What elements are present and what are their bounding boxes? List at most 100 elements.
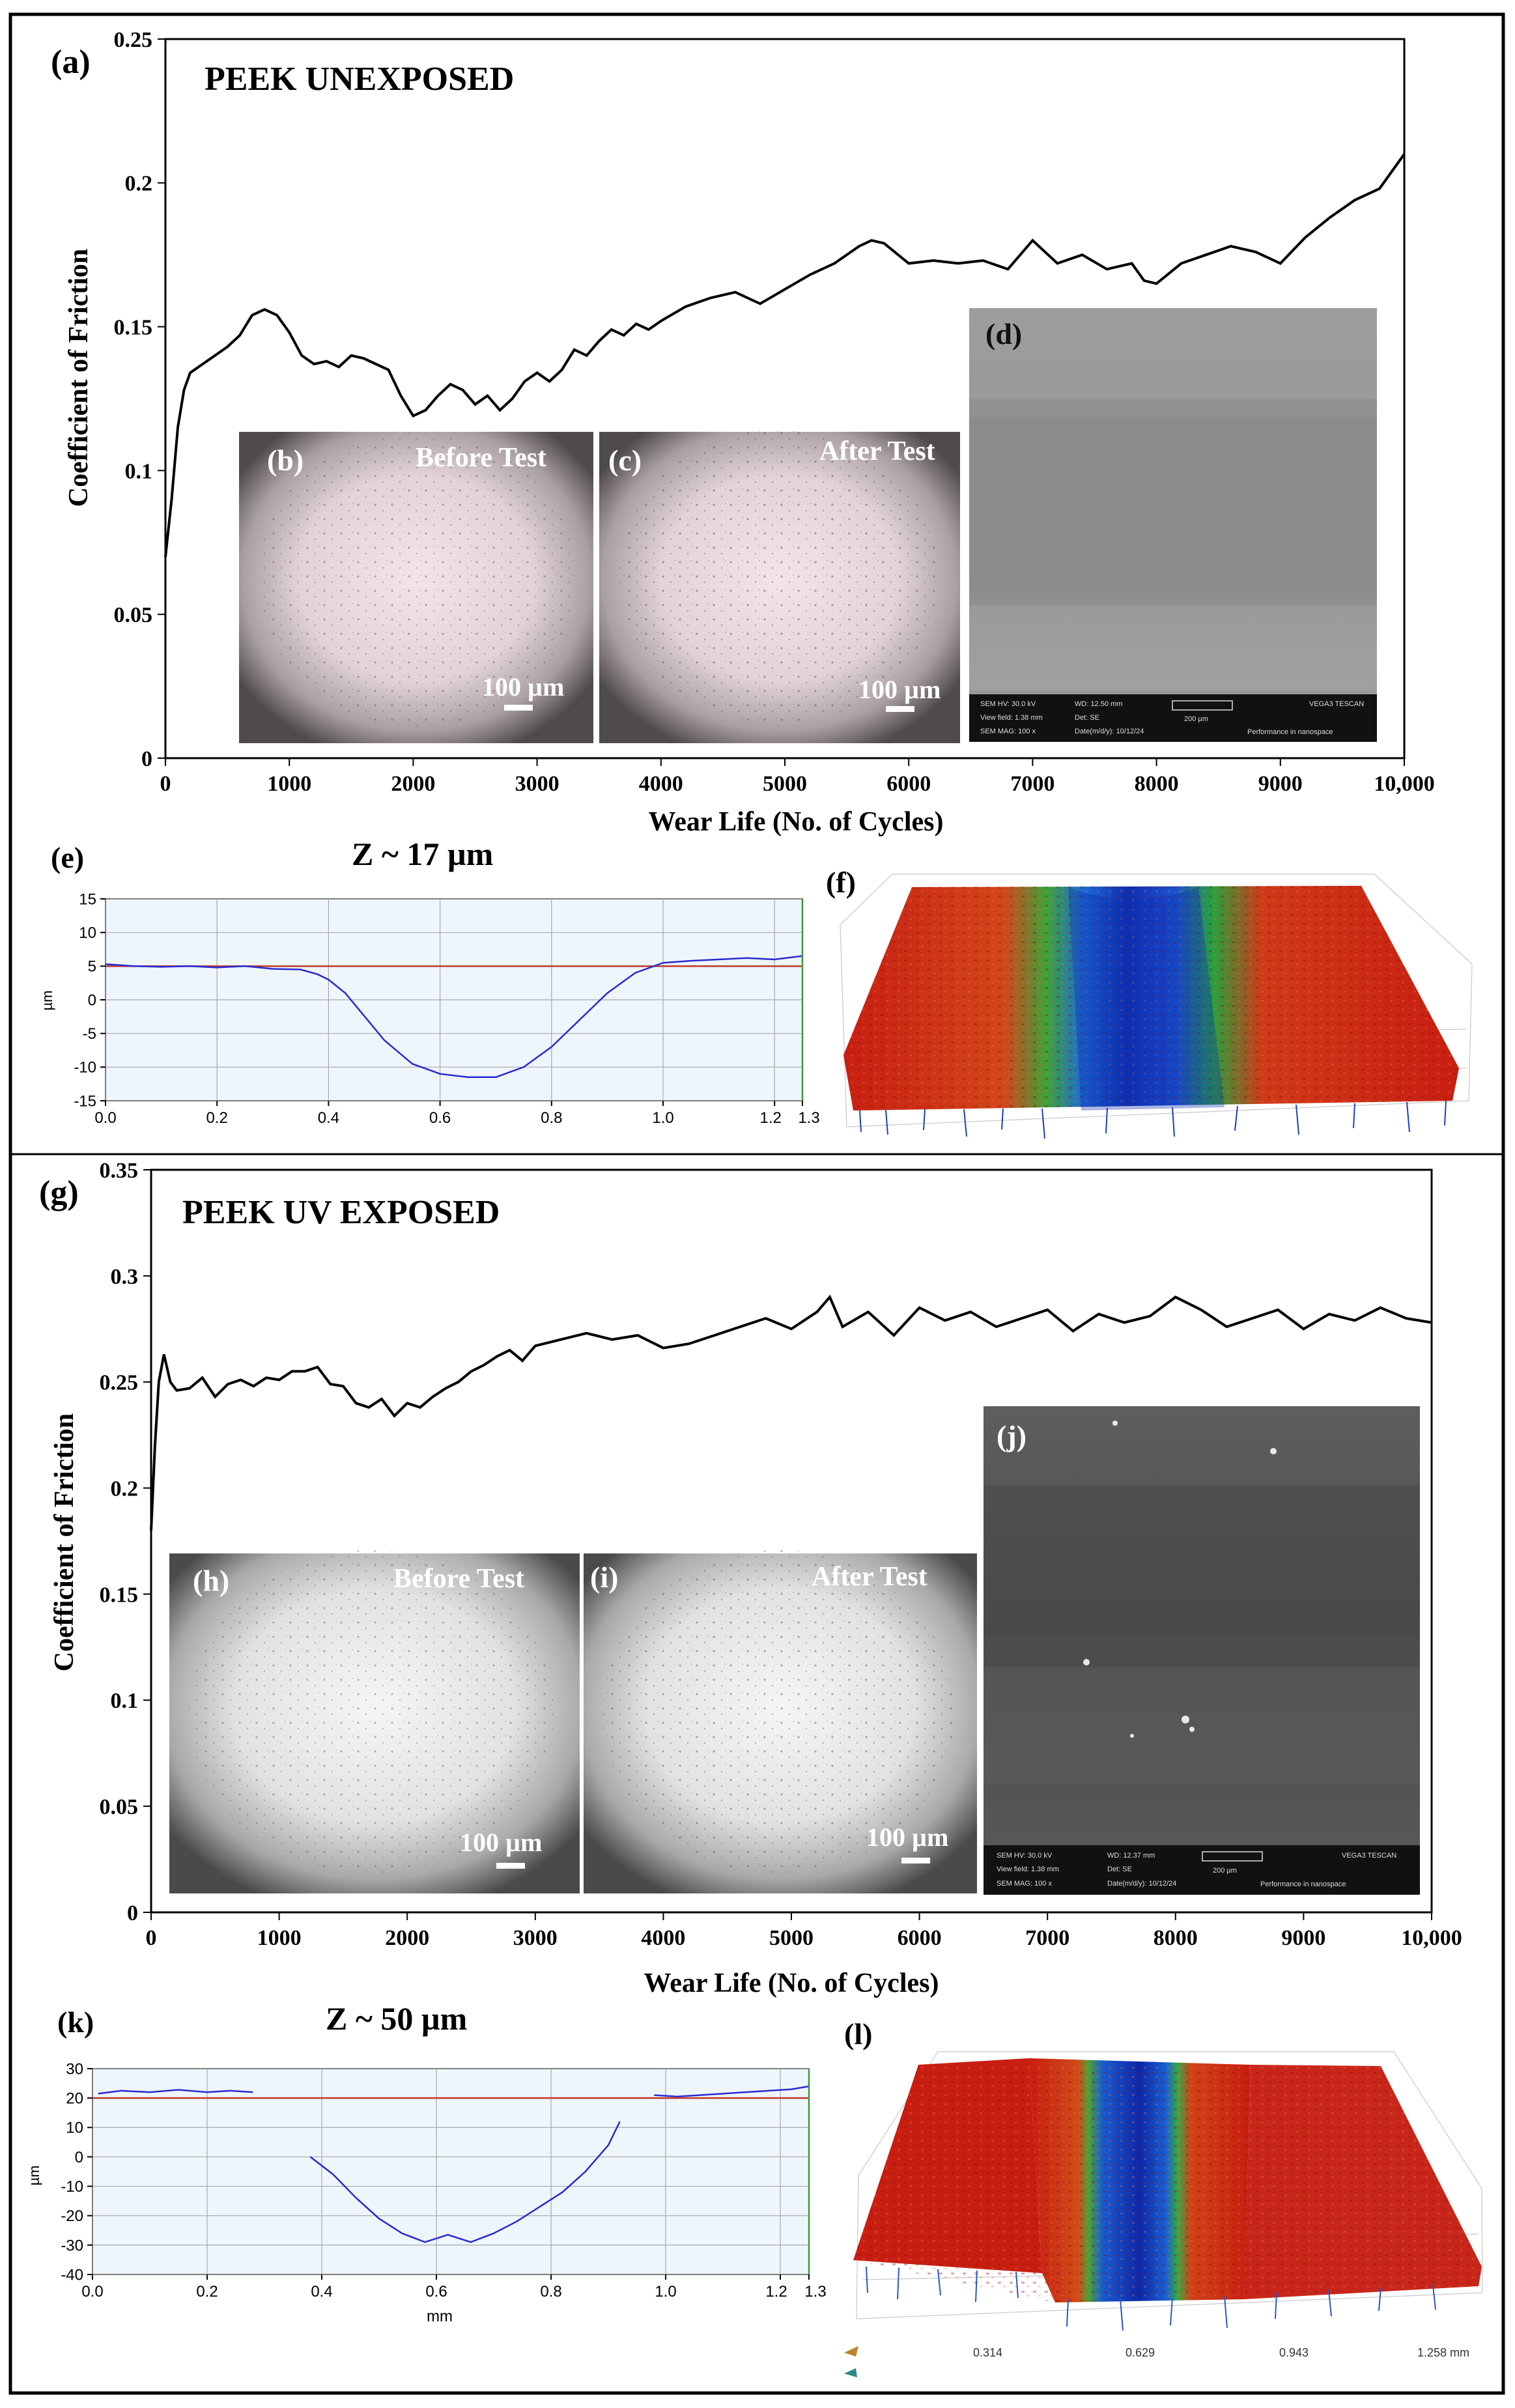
cof-curve bbox=[150, 1294, 1432, 1531]
svg-text:Det: SE: Det: SE bbox=[1107, 1865, 1132, 1873]
y-tick-label: 0.2 bbox=[111, 1477, 139, 1501]
depth-title-e: Z ~ 17 µm bbox=[352, 836, 493, 872]
x-tick-label: 0.0 bbox=[81, 2283, 103, 2301]
x-axis-label: Wear Life (No. of Cycles) bbox=[644, 1968, 939, 1998]
svg-text:Det: SE: Det: SE bbox=[1075, 714, 1099, 722]
sem-image-uv: (j) SEM HV: 30.0 kV WD: 12.37 mm View fi… bbox=[984, 1406, 1420, 1895]
y-tick-label: 0 bbox=[127, 1901, 138, 1925]
caption-before-test: Before Test bbox=[393, 1564, 524, 1594]
profile-y-label: µm bbox=[26, 2165, 42, 2185]
y-tick-label: -20 bbox=[61, 2207, 83, 2225]
svg-text:0.629: 0.629 bbox=[1126, 2346, 1155, 2359]
x-tick-label: 10,000 bbox=[1401, 1926, 1462, 1950]
x-tick-label: 0 bbox=[160, 772, 171, 796]
y-tick-label: -40 bbox=[61, 2266, 83, 2284]
x-tick-label: 1.0 bbox=[655, 2283, 676, 2301]
scale-bar bbox=[901, 1858, 930, 1863]
sem-databar: SEM HV: 30.0 kV WD: 12.37 mm View field:… bbox=[997, 1851, 1396, 1888]
x-tick-label: 6000 bbox=[898, 1926, 942, 1950]
x-tick-label: 5000 bbox=[769, 1926, 814, 1950]
panel-letter-f: (f) bbox=[826, 866, 856, 899]
x-ticks: 0 1000 2000 3000 4000 5000 6000 7000 8000 9000 10,… bbox=[160, 758, 1435, 796]
panel-letter-g: (g) bbox=[39, 1174, 79, 1211]
y-ticks: -15 -10 -5 0 5 10 15 bbox=[74, 890, 106, 1110]
panel-letter-j: (j) bbox=[997, 1419, 1027, 1452]
scale-label: 100 µm bbox=[460, 1828, 542, 1857]
svg-text:1.258 mm: 1.258 mm bbox=[1417, 2346, 1469, 2359]
y-tick-label: 15 bbox=[79, 890, 96, 908]
x-tick-label: 4000 bbox=[641, 1926, 685, 1950]
panel-letter-b: (b) bbox=[267, 444, 304, 477]
micrograph-before-uv: (h) Before Test 100 µm bbox=[169, 1550, 580, 1893]
scale-bar bbox=[886, 706, 914, 712]
chart-title-unexposed: PEEK UNEXPOSED bbox=[205, 61, 514, 98]
y-tick-label: 0.25 bbox=[114, 28, 153, 52]
svg-text:SEM MAG: 100 x: SEM MAG: 100 x bbox=[980, 728, 1036, 735]
svg-text:WD: 12.37 mm: WD: 12.37 mm bbox=[1107, 1852, 1155, 1860]
3d-wear-map-uv: (l) 0.314 0.629 0.943 1.258 mm bbox=[844, 2017, 1483, 2377]
y-tick-label: 0.25 bbox=[100, 1371, 139, 1395]
chart-title-uv-exposed: PEEK UV EXPOSED bbox=[182, 1194, 500, 1231]
plot-area bbox=[92, 2068, 810, 2275]
y-tick-label: -10 bbox=[74, 1059, 96, 1077]
scale-bar bbox=[496, 1863, 525, 1869]
y-tick-label: 10 bbox=[79, 924, 96, 942]
svg-text:0.943: 0.943 bbox=[1279, 2346, 1309, 2359]
x-tick-label: 0.0 bbox=[94, 1109, 116, 1127]
x-tick-label: 1.2 bbox=[760, 1109, 782, 1127]
x-tick-label: 6000 bbox=[886, 772, 931, 796]
scale-label: 100 µm bbox=[858, 675, 941, 704]
y-tick-label: 5 bbox=[88, 958, 96, 976]
3d-wear-map-unexposed: (f) bbox=[826, 866, 1473, 1139]
x-tick-label: 10,000 bbox=[1374, 772, 1435, 796]
x-tick-label: 1000 bbox=[267, 772, 311, 796]
x-tick-label: 3000 bbox=[515, 772, 559, 796]
panel-letter-a: (a) bbox=[51, 44, 91, 81]
y-ticks: -40 -30 -20 -10 0 10 20 30 bbox=[61, 2060, 92, 2284]
panel-letter-c: (c) bbox=[608, 444, 642, 477]
profile-x-label: mm bbox=[427, 2308, 453, 2325]
caption-before-test: Before Test bbox=[416, 443, 546, 473]
x-tick-label: 0.2 bbox=[206, 1109, 228, 1127]
cof-curve bbox=[164, 153, 1406, 558]
caption-after-test: After Test bbox=[819, 436, 935, 466]
svg-text:WD: 12.50 mm: WD: 12.50 mm bbox=[1075, 700, 1122, 708]
profile-curves bbox=[98, 2085, 810, 2243]
svg-text:View field: 1.38 mm: View field: 1.38 mm bbox=[997, 1865, 1059, 1873]
y-tick-label: 0.05 bbox=[100, 1795, 139, 1819]
x-tick-label: 1.0 bbox=[652, 1109, 673, 1127]
3d-axis-ticks: 0.314 0.629 0.943 1.258 mm bbox=[973, 2346, 1469, 2359]
y-tick-label: 0.15 bbox=[100, 1583, 139, 1607]
x-ticks: 0.0 0.2 0.4 0.6 0.8 1.0 1.2 1.3 bbox=[81, 2274, 827, 2301]
y-tick-label: 0.3 bbox=[111, 1265, 139, 1289]
y-ticks: 0 0.05 0.1 0.15 0.2 0.25 bbox=[114, 28, 165, 771]
svg-text:0.314: 0.314 bbox=[973, 2346, 1002, 2359]
y-tick-label: 0.1 bbox=[125, 459, 153, 483]
x-tick-label: 1.3 bbox=[804, 2283, 826, 2301]
panel-letter-l: (l) bbox=[844, 2017, 872, 2050]
cof-chart-unexposed: 0 0.05 0.1 0.15 0.2 0.25 0 1000 2000 3000 4000 500… bbox=[114, 28, 1435, 796]
x-tick-label: 0.4 bbox=[311, 2283, 332, 2301]
x-tick-label: 3000 bbox=[513, 1926, 558, 1950]
profile-series bbox=[309, 2121, 621, 2243]
x-tick-label: 5000 bbox=[763, 772, 807, 796]
sem-databar: SEM HV: 30.0 kV WD: 12.50 mm View field:… bbox=[980, 700, 1364, 736]
x-tick-label: 1.3 bbox=[798, 1109, 819, 1127]
y-tick-label: -15 bbox=[74, 1092, 96, 1110]
y-tick-label: 0.15 bbox=[114, 316, 153, 340]
svg-text:SEM HV: 30.0 kV: SEM HV: 30.0 kV bbox=[997, 1852, 1053, 1860]
profile-chart-uv: -40 -30 -20 -10 0 10 20 30 0.0 0.2 0.4 0.6 0.8 1.0 1.… bbox=[61, 2060, 826, 2301]
caption-after-test: After Test bbox=[812, 1562, 927, 1592]
x-tick-label: 7000 bbox=[1025, 1926, 1069, 1950]
x-tick-label: 9000 bbox=[1281, 1926, 1325, 1950]
svg-text:Date(m/d/y): 10/12/24: Date(m/d/y): 10/12/24 bbox=[1107, 1880, 1176, 1888]
micrograph-after-unexposed: (c) After Test 100 µm bbox=[599, 430, 960, 743]
x-tick-label: 8000 bbox=[1154, 1926, 1198, 1950]
x-tick-label: 0.8 bbox=[540, 2283, 561, 2301]
sem-image-unexposed: (d) SEM HV: 30.0 kV WD: 12.50 mm View fi… bbox=[969, 308, 1377, 742]
x-tick-label: 8000 bbox=[1135, 772, 1179, 796]
x-tick-label: 0.4 bbox=[318, 1109, 339, 1127]
micrograph-before-unexposed: (b) Before Test 100 µm bbox=[239, 432, 593, 743]
profile-series bbox=[105, 955, 803, 1079]
